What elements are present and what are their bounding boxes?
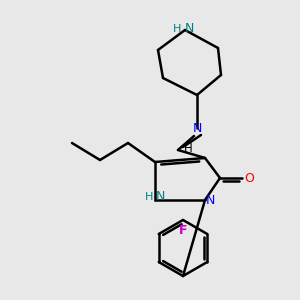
Text: O: O	[244, 172, 254, 184]
Text: N: N	[155, 190, 165, 203]
Text: H: H	[173, 24, 181, 34]
Text: H: H	[145, 192, 153, 202]
Text: N: N	[192, 122, 202, 134]
Text: H: H	[184, 142, 192, 154]
Text: F: F	[179, 224, 187, 236]
Text: N: N	[184, 22, 194, 35]
Text: N: N	[205, 194, 215, 206]
